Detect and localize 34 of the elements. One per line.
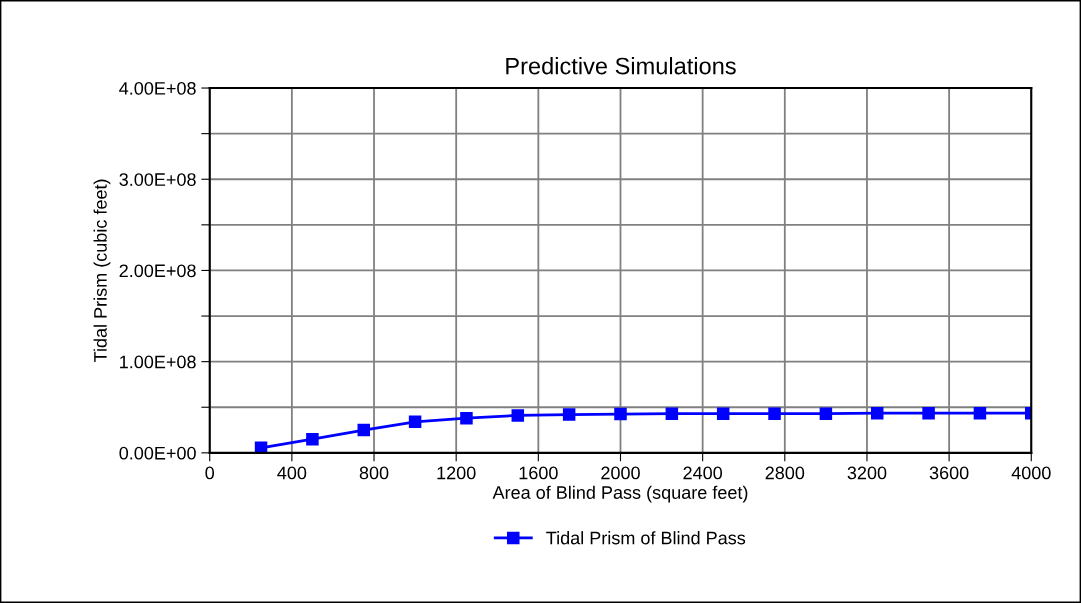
x-tick-label: 0 [205,466,215,480]
point [870,406,884,420]
x-tick-label: 2000 [601,466,640,480]
point [716,407,730,420]
x-tick-label: 800 [359,466,389,480]
x-tick-label: 1200 [437,466,476,480]
y-tick-label: 3.00E+08 [119,173,196,186]
y-axis-title: Tidal Prism (cubic feet) [93,179,111,362]
point [768,407,781,420]
point [408,415,422,429]
point [922,406,935,420]
point [306,432,319,446]
point [819,407,833,420]
x-tick-label: 3200 [847,466,887,480]
y-tick-label: 1.00E+08 [120,355,196,369]
x-tick-label: 2400 [683,466,723,480]
y-tick-label: 4.00E+08 [119,81,196,95]
x-tick-label: 400 [277,466,307,480]
point [614,407,627,421]
point [973,406,987,420]
point [665,407,679,420]
y-tick-label: 0.00E+00 [119,446,196,460]
point [460,411,473,425]
x-tick-label: 1600 [519,466,558,480]
legend-label: Tidal Prism of Blind Pass [546,531,746,545]
x-tick-label: 4000 [1011,466,1051,480]
x-tick-label: 2800 [765,466,805,480]
point [357,423,371,437]
point [511,409,525,422]
chart-title: Predictive Simulations [506,57,736,75]
point [562,408,576,421]
x-axis-title: Area of Blind Pass (square feet) [492,485,748,503]
x-tick-label: 3600 [929,466,969,480]
y-tick-label: 2.00E+08 [119,264,196,278]
